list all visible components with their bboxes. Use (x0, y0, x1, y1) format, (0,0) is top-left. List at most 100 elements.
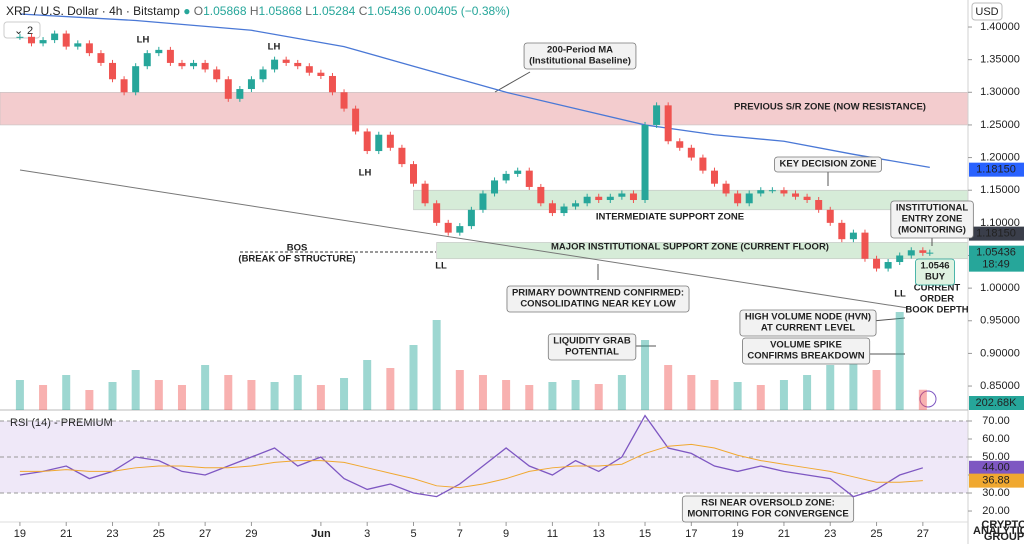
candle (907, 250, 915, 256)
x-tick-label: 21 (60, 528, 72, 540)
volume-bar (548, 382, 557, 410)
annotation-text: LL (435, 261, 447, 272)
candle (664, 105, 672, 142)
change: 0.00405 (−0.38%) (414, 4, 510, 18)
price-label: 1.18150 (976, 164, 1016, 176)
downtrend-line (19, 169, 909, 309)
volume-bar (687, 375, 696, 410)
candle (236, 89, 244, 99)
price-label-bg (969, 245, 1024, 272)
candle (456, 226, 464, 233)
rsi-value-bg (969, 460, 1024, 475)
candle (363, 131, 371, 152)
candle (768, 190, 776, 192)
y-tick-label: 30.00 (982, 487, 1010, 499)
candle (780, 190, 788, 194)
price-label-sub: 18:49 (982, 259, 1010, 271)
candle (629, 193, 637, 201)
candle (803, 196, 811, 201)
logo: GROUP (984, 531, 1024, 543)
annotation-box (547, 333, 637, 361)
annotation-text: AT CURRENT LEVEL (761, 323, 855, 334)
candle (792, 193, 800, 197)
y-tick-label: 1.00000 (980, 282, 1020, 294)
annotation: INTERMEDIATE SUPPORT ZONE (596, 212, 744, 223)
logo: ANALYTICS (973, 525, 1024, 537)
ohlc-value: 1.05284 (311, 4, 356, 18)
candle (247, 79, 255, 90)
candle (375, 134, 383, 152)
x-tick-label: 27 (917, 528, 929, 540)
candle (328, 75, 336, 93)
candle (606, 196, 614, 201)
candle (143, 53, 151, 67)
annotation: KEY DECISION ZONE (774, 156, 882, 173)
y-tick-label: 60.00 (982, 433, 1010, 445)
candle (433, 203, 441, 223)
candle (641, 124, 649, 201)
volume-bar (15, 380, 24, 410)
volume-bar (641, 340, 650, 410)
volume-bar (363, 360, 372, 410)
volume-bar (849, 360, 858, 410)
candle (259, 69, 267, 80)
volume-bar (154, 380, 163, 410)
annotation-text: 200-Period MA (547, 45, 613, 56)
candle (826, 209, 834, 223)
x-tick-label: 13 (593, 528, 605, 540)
candle (525, 170, 533, 187)
volume-bar (826, 365, 835, 410)
annotation-box (739, 309, 877, 337)
volume-bar (108, 382, 117, 410)
candle (282, 59, 290, 63)
annotation: LH (137, 35, 150, 46)
volume-bar (85, 390, 94, 410)
y-tick-label: 1.40000 (980, 21, 1020, 33)
annotation-text: CONFIRMS BREAKDOWN (747, 351, 864, 362)
x-tick-label: 11 (547, 528, 558, 540)
annotation-text: LH (268, 42, 281, 53)
candle (97, 53, 105, 63)
candle (386, 134, 394, 148)
volume-bar (895, 312, 904, 410)
y-tick-label: 0.85000 (980, 380, 1020, 392)
annotation-text: PREVIOUS S/R ZONE (NOW RESISTANCE) (734, 102, 926, 113)
candle (699, 157, 707, 171)
rsi-line (19, 443, 923, 489)
volume-bar (779, 380, 788, 410)
annotation-box (742, 337, 871, 365)
candle (201, 62, 209, 70)
y-tick-label: 1.30000 (980, 86, 1020, 98)
annotation-text: LIQUIDITY GRAB (553, 336, 631, 347)
annotation-text: HIGH VOLUME NODE (HVN) (745, 312, 871, 323)
candle (537, 186, 545, 204)
volume-bar (409, 345, 418, 410)
candle (884, 262, 892, 269)
annotation-text: LH (137, 35, 150, 46)
annotation: PREVIOUS S/R ZONE (NOW RESISTANCE) (734, 102, 926, 113)
candle (213, 69, 221, 80)
price-label-bg (969, 226, 1024, 241)
x-tick-label: 17 (685, 528, 697, 540)
volume-bar (455, 370, 464, 410)
x-tick-label: 15 (639, 528, 651, 540)
logo: CRYPTO (981, 519, 1024, 531)
y-tick-label: 20.00 (982, 505, 1010, 517)
annotation-text: CONSOLIDATING NEAR KEY LOW (520, 299, 675, 310)
y-tick-label: 70.00 (982, 415, 1010, 427)
candle (849, 232, 857, 240)
candle (838, 222, 846, 240)
annotation-box (915, 258, 955, 286)
arrow (494, 71, 531, 93)
y-tick-label: 1.20000 (980, 151, 1020, 163)
currency-button[interactable] (971, 2, 1003, 21)
volume-label-bg (969, 396, 1024, 410)
annotation-text: KEY DECISION ZONE (780, 159, 877, 170)
x-tick-label: 9 (503, 528, 509, 540)
candle (62, 33, 70, 47)
candle (676, 141, 684, 148)
annotation-text: ENTRY ZONE (902, 214, 963, 225)
alert-icon[interactable] (919, 390, 937, 408)
candle (745, 193, 753, 204)
volume-bar (247, 380, 256, 410)
